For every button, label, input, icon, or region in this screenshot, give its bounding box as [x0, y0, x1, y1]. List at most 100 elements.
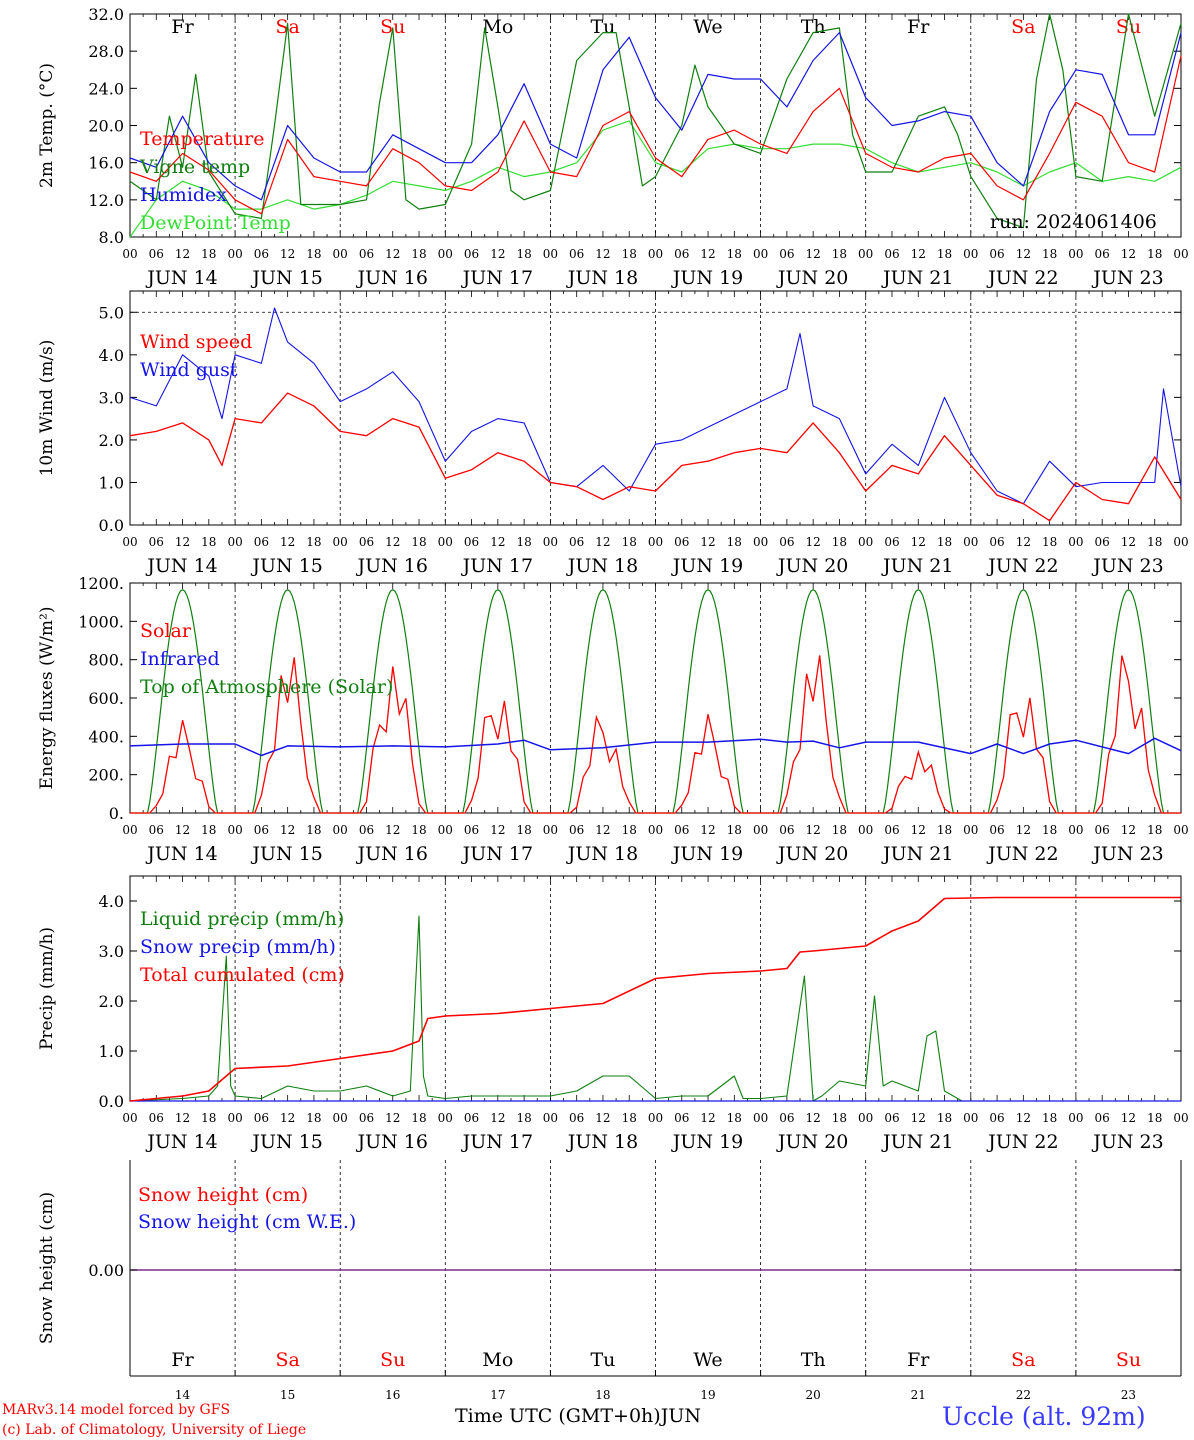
hour-label: 00: [227, 247, 242, 261]
y-tick-label: 2.0: [99, 992, 124, 1011]
hour-label: 18: [832, 535, 847, 549]
hour-label: 00: [858, 535, 873, 549]
hour-label: 18: [622, 823, 637, 837]
hour-label: 18: [832, 247, 847, 261]
y-tick-label: 2.0: [99, 431, 124, 450]
model-line: MARv3.14 model forced by GFS: [2, 1402, 231, 1418]
y-tick-label: 200.: [88, 766, 124, 785]
hour-label: 06: [1095, 823, 1110, 837]
y-tick-label: 1000.: [78, 612, 124, 631]
y-tick-label: 800.: [88, 651, 124, 670]
day-number: 18: [595, 1388, 610, 1402]
y-tick-label: 4.0: [99, 892, 124, 911]
y-tick-label: 400.: [88, 727, 124, 746]
hour-label: 18: [622, 535, 637, 549]
hour-label: 18: [1042, 823, 1057, 837]
hour-label: 00: [438, 1111, 453, 1125]
hour-label: 12: [911, 1111, 926, 1125]
hour-label: 18: [516, 1111, 531, 1125]
hour-label: 00: [858, 247, 873, 261]
hour-label: 06: [464, 1111, 479, 1125]
hour-label: 18: [1147, 247, 1162, 261]
hour-label: 06: [674, 1111, 689, 1125]
hour-label: 12: [280, 1111, 295, 1125]
hour-label: 00: [753, 823, 768, 837]
hour-label: 06: [569, 1111, 584, 1125]
hour-label: 00: [963, 247, 978, 261]
hour-label: 12: [700, 1111, 715, 1125]
legend-entry: Humidex: [140, 184, 227, 206]
date-label: JUN 16: [356, 843, 428, 865]
hour-label: 12: [1016, 535, 1031, 549]
date-label: JUN 21: [881, 267, 953, 289]
date-label: JUN 23: [1091, 1131, 1163, 1153]
hour-label: 12: [700, 823, 715, 837]
hour-label: 18: [1042, 1111, 1057, 1125]
y-tick-label: 12.0: [88, 191, 124, 210]
date-label: JUN 17: [461, 843, 533, 865]
hour-label: 00: [438, 823, 453, 837]
date-label: JUN 21: [881, 1131, 953, 1153]
day-number: 15: [280, 1388, 295, 1402]
hour-label: 12: [806, 247, 821, 261]
month-label: JUN: [660, 1405, 701, 1427]
legend-entry: Snow precip (mm/h): [140, 936, 336, 958]
hour-label: 18: [516, 823, 531, 837]
hour-label: 18: [306, 1111, 321, 1125]
date-label: JUN 20: [776, 843, 848, 865]
day-number: 21: [911, 1388, 926, 1402]
hour-label: 06: [989, 1111, 1004, 1125]
hour-label: 00: [1068, 1111, 1083, 1125]
series-temperature: [129, 55, 1182, 215]
hour-label: 12: [175, 247, 190, 261]
hour-label: 18: [937, 823, 952, 837]
hour-label: 00: [1173, 247, 1188, 261]
date-label: JUN 14: [145, 843, 217, 865]
hour-label: 18: [832, 823, 847, 837]
hour-label: 06: [569, 823, 584, 837]
hour-label: 06: [359, 1111, 374, 1125]
hour-label: 12: [1121, 823, 1136, 837]
hour-label: 18: [516, 247, 531, 261]
date-label: JUN 21: [881, 555, 953, 577]
hour-label: 06: [1095, 535, 1110, 549]
date-label: JUN 17: [461, 1131, 533, 1153]
hour-label: 06: [569, 247, 584, 261]
date-label: JUN 22: [986, 843, 1058, 865]
day-name: Mo: [482, 1349, 513, 1371]
date-label: JUN 20: [776, 267, 848, 289]
hour-label: 12: [385, 247, 400, 261]
hour-label: 12: [595, 1111, 610, 1125]
hour-label: 06: [779, 1111, 794, 1125]
date-label: JUN 22: [986, 555, 1058, 577]
date-label: JUN 22: [986, 1131, 1058, 1153]
hour-label: 06: [779, 247, 794, 261]
hour-label: 18: [201, 823, 216, 837]
hour-label: 00: [227, 1111, 242, 1125]
hour-label: 00: [227, 823, 242, 837]
hour-label: 06: [989, 823, 1004, 837]
date-label: JUN 16: [356, 1131, 428, 1153]
day-name: We: [693, 16, 722, 38]
hour-label: 12: [806, 1111, 821, 1125]
hour-label: 00: [333, 823, 348, 837]
series-wind-speed: [129, 392, 1182, 522]
hour-label: 12: [806, 535, 821, 549]
hour-label: 12: [1016, 823, 1031, 837]
hour-label: 00: [227, 535, 242, 549]
hour-label: 12: [1016, 247, 1031, 261]
series-infrared: [129, 737, 1182, 757]
hour-label: 00: [122, 823, 137, 837]
hour-label: 12: [280, 535, 295, 549]
hour-label: 12: [911, 823, 926, 837]
hour-label: 18: [937, 247, 952, 261]
day-number: 19: [700, 1388, 715, 1402]
hour-label: 06: [779, 535, 794, 549]
y-tick-label: 16.0: [88, 154, 124, 173]
precip-axis-label: Precip (mm/h): [37, 927, 57, 1050]
hour-label: 06: [359, 535, 374, 549]
time-axis-label: Time UTC (GMT+0h)JUN: [455, 1405, 701, 1427]
hour-label: 06: [884, 823, 899, 837]
hour-label: 06: [989, 247, 1004, 261]
